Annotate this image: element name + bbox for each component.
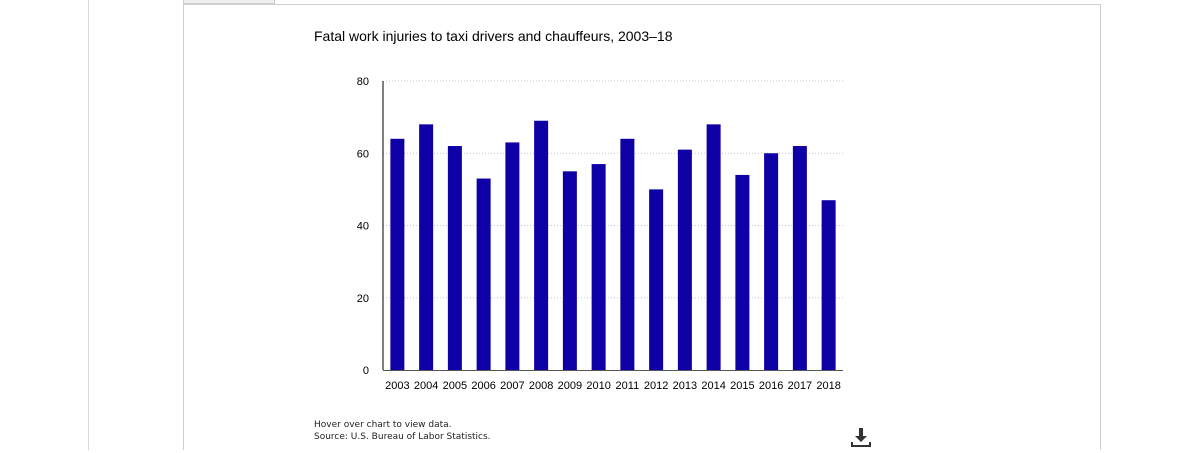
x-tick-label: 2007 [500,380,524,392]
bar[interactable] [706,124,721,370]
bar[interactable] [390,138,405,370]
y-tick-label: 0 [363,365,369,377]
x-tick-label: 2013 [673,380,697,392]
x-tick-label: 2012 [644,380,668,392]
x-tick-label: 2005 [443,380,467,392]
bar[interactable] [821,200,836,370]
chart-panel [183,4,1101,450]
bar[interactable] [591,164,606,370]
x-tick-label: 2015 [730,380,754,392]
source-note: Source: U.S. Bureau of Labor Statistics. [314,432,491,442]
bar[interactable] [476,178,491,370]
bar[interactable] [505,142,520,370]
x-tick-label: 2011 [616,380,640,392]
bar[interactable] [620,138,635,370]
x-tick-label: 2008 [529,380,553,392]
download-icon-glyph [851,428,871,447]
x-tick-label: 2004 [414,380,438,392]
y-tick-label: 80 [357,76,369,88]
x-tick-label: 2006 [471,380,495,392]
x-tick-label: 2014 [701,380,725,392]
bar[interactable] [735,174,750,370]
x-tick-label: 2018 [816,380,840,392]
tab-stub[interactable] [183,0,275,4]
x-tick-label: 2016 [759,380,783,392]
x-tick-label: 2003 [385,380,409,392]
chart-title: Fatal work injuries to taxi drivers and … [314,28,673,44]
bar[interactable] [792,146,807,370]
y-tick-label: 20 [357,293,369,305]
bar[interactable] [649,189,664,370]
bar[interactable] [419,124,434,370]
bar[interactable] [447,146,462,370]
bar[interactable] [677,149,692,370]
bar[interactable] [764,153,779,370]
download-icon[interactable] [850,426,872,448]
bar[interactable] [562,171,577,370]
x-tick-label: 2010 [586,380,610,392]
x-tick-label: 2009 [558,380,582,392]
x-tick-label: 2017 [788,380,812,392]
bar[interactable] [534,120,549,370]
hover-note: Hover over chart to view data. [314,420,452,430]
frame-left-border [88,0,89,450]
y-tick-label: 40 [357,221,369,233]
y-tick-label: 60 [357,148,369,160]
